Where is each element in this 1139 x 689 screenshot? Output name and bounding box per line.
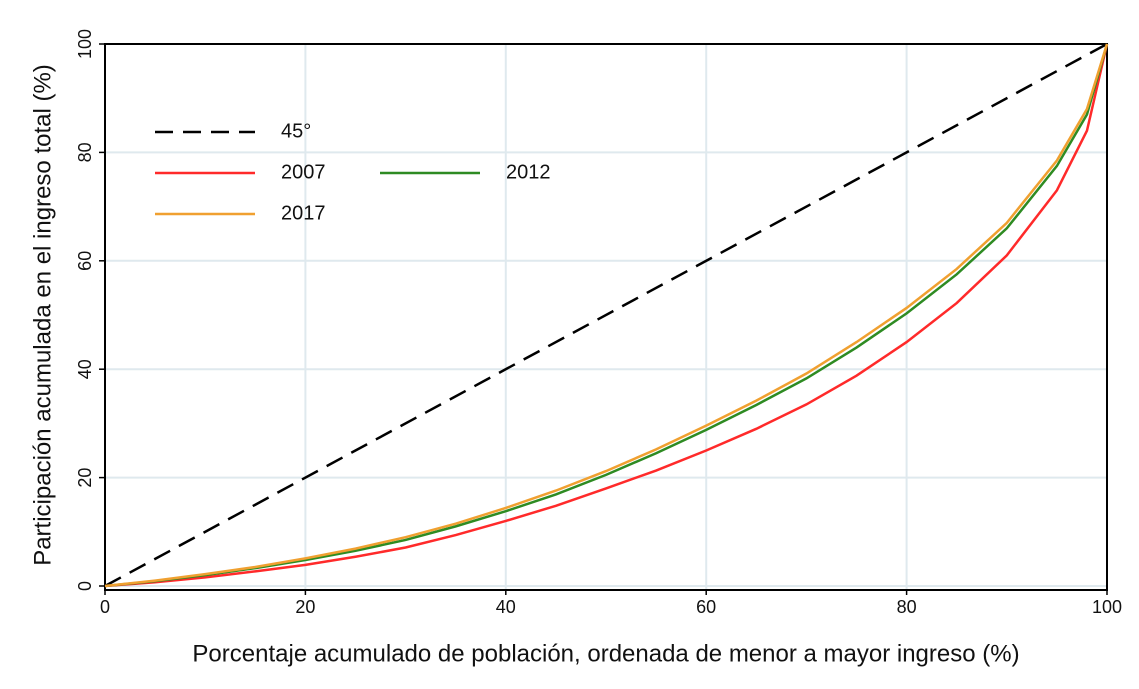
y-tick-label: 20 bbox=[75, 468, 95, 488]
y-tick-label: 80 bbox=[75, 142, 95, 162]
legend-label: 2012 bbox=[506, 161, 551, 183]
x-tick-label: 20 bbox=[295, 597, 315, 617]
series-line bbox=[104, 42, 1108, 588]
series-line bbox=[104, 43, 1109, 588]
legend-label: 45° bbox=[281, 120, 311, 142]
x-tick-label: 40 bbox=[496, 597, 516, 617]
y-tick-label: 0 bbox=[75, 581, 95, 591]
series-line bbox=[104, 43, 1109, 588]
series-line bbox=[104, 43, 1109, 588]
x-tick-label: 60 bbox=[696, 597, 716, 617]
y-tick-label: 100 bbox=[75, 29, 95, 59]
x-axis-label: Porcentaje acumulado de población, orden… bbox=[192, 640, 1019, 667]
y-tick-label: 60 bbox=[75, 251, 95, 271]
plot-frame bbox=[104, 43, 1108, 591]
x-tick-label: 0 bbox=[100, 597, 110, 617]
legend-label: 2017 bbox=[281, 202, 326, 224]
x-tick-label: 80 bbox=[897, 597, 917, 617]
y-axis-label: Participación acumulada en el ingreso to… bbox=[29, 64, 56, 566]
legend-label: 2007 bbox=[281, 161, 326, 183]
y-tick-label: 40 bbox=[75, 359, 95, 379]
x-tick-label: 100 bbox=[1092, 597, 1122, 617]
